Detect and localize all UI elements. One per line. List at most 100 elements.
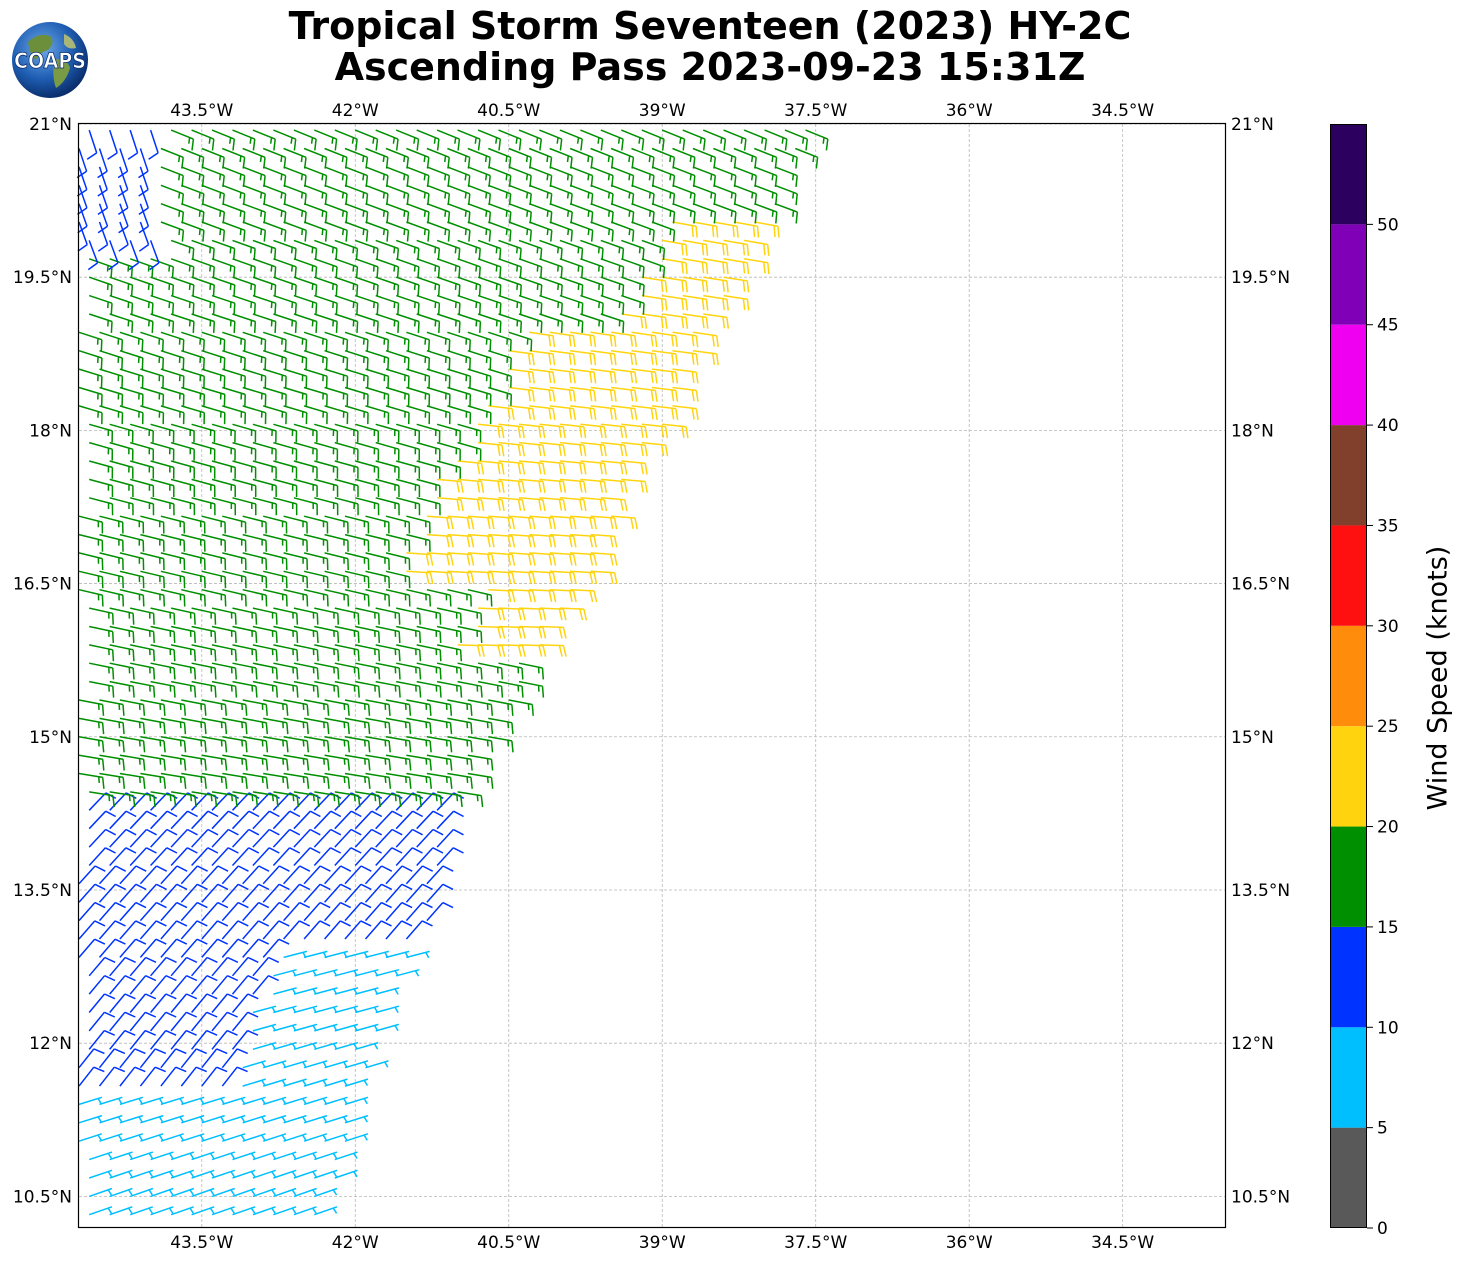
wind-barb (569, 184, 594, 206)
wind-barb (293, 607, 319, 625)
wind-barb (529, 331, 556, 348)
wind-barb (150, 810, 178, 830)
wind-barb (242, 1078, 266, 1087)
wind-barb (344, 147, 369, 169)
lon-label-bottom: 39°W (639, 1233, 686, 1253)
wind-barb (447, 147, 471, 169)
wind-barb (211, 129, 236, 151)
wind-barb (191, 441, 216, 461)
wind-barb (232, 1151, 256, 1161)
wind-barb (406, 552, 434, 566)
wind-barb (78, 772, 105, 789)
wind-barb (231, 810, 260, 830)
wind-barb (406, 754, 432, 771)
wind-barb (334, 129, 358, 151)
wind-barb (324, 901, 352, 922)
wind-barb (293, 1206, 317, 1216)
lat-label-right: 10.5°N (1231, 1187, 1290, 1207)
wind-barb (703, 276, 729, 293)
wind-barb (518, 258, 543, 279)
wind-barb (221, 1066, 248, 1087)
wind-barb (242, 349, 267, 370)
wind-barb (283, 202, 307, 224)
wind-barb (467, 349, 492, 370)
wind-barb (344, 754, 371, 771)
wind-barb (211, 956, 239, 977)
wind-barb (569, 221, 594, 242)
wind-barb (375, 313, 400, 333)
wind-barb (334, 239, 359, 260)
wind-barb (77, 203, 88, 234)
wind-barb (324, 865, 352, 885)
wind-barb (641, 441, 669, 457)
wind-barb (355, 1041, 379, 1051)
wind-barb (139, 865, 168, 885)
wind-barb (201, 754, 228, 771)
wind-barb (580, 441, 607, 457)
wind-barb (191, 423, 216, 443)
wind-barb (488, 166, 512, 187)
wind-barb (324, 349, 349, 370)
wind-barb (211, 625, 237, 643)
wind-barb (600, 276, 625, 297)
wind-barb (590, 405, 617, 421)
wind-barb (733, 147, 757, 169)
wind-barb (549, 221, 573, 242)
wind-barb (303, 1133, 328, 1142)
wind-barb (232, 791, 259, 808)
colorbar-bin (1330, 124, 1367, 225)
wind-barb (743, 258, 770, 275)
wind-barb (314, 129, 338, 151)
wind-barb (222, 717, 248, 735)
wind-barb (129, 294, 154, 315)
wind-barb (344, 1078, 369, 1087)
wind-barb (129, 313, 154, 333)
wind-barb (263, 717, 289, 735)
wind-barb (324, 1133, 348, 1142)
wind-barb (559, 423, 587, 439)
wind-barb (129, 828, 157, 848)
wind-barb (692, 202, 717, 224)
wind-barb (488, 386, 513, 406)
wind-barb (232, 1187, 256, 1198)
wind-barb (139, 901, 167, 922)
colorbar-bin (1330, 425, 1367, 526)
wind-barb (375, 968, 400, 977)
wind-barb (181, 570, 206, 589)
wind-barb (242, 865, 270, 885)
wind-barb (426, 754, 453, 771)
wind-barb (416, 460, 441, 479)
wind-barb (98, 1048, 126, 1069)
wind-barb (170, 1169, 195, 1179)
wind-barb (129, 1011, 157, 1032)
wind-barb (252, 313, 277, 333)
wind-barb (508, 386, 535, 402)
wind-barb (88, 1206, 113, 1216)
wind-barb (222, 754, 248, 771)
wind-barb (682, 239, 709, 256)
wind-barb (129, 847, 157, 867)
wind-barb (621, 313, 648, 329)
wind-barb (498, 294, 523, 315)
wind-barb (436, 423, 461, 443)
wind-barb (232, 276, 256, 297)
lat-label-left: 19.5°N (13, 268, 72, 288)
wind-barb (518, 129, 543, 151)
wind-barb (130, 680, 156, 698)
wind-barb (119, 883, 147, 903)
wind-barb (334, 847, 362, 867)
wind-barb (436, 294, 461, 315)
wind-barb (385, 699, 412, 716)
wind-barb (508, 349, 535, 366)
wind-barb (150, 1206, 174, 1216)
wind-barb (78, 699, 105, 716)
wind-barb (222, 368, 246, 388)
wind-barb (395, 129, 420, 151)
wind-barb (385, 386, 410, 406)
wind-barb (293, 987, 318, 995)
wind-barb (549, 588, 577, 603)
wind-barb (293, 1023, 318, 1032)
wind-barb (191, 129, 215, 151)
wind-barb (293, 129, 317, 151)
wind-barb (754, 166, 778, 187)
